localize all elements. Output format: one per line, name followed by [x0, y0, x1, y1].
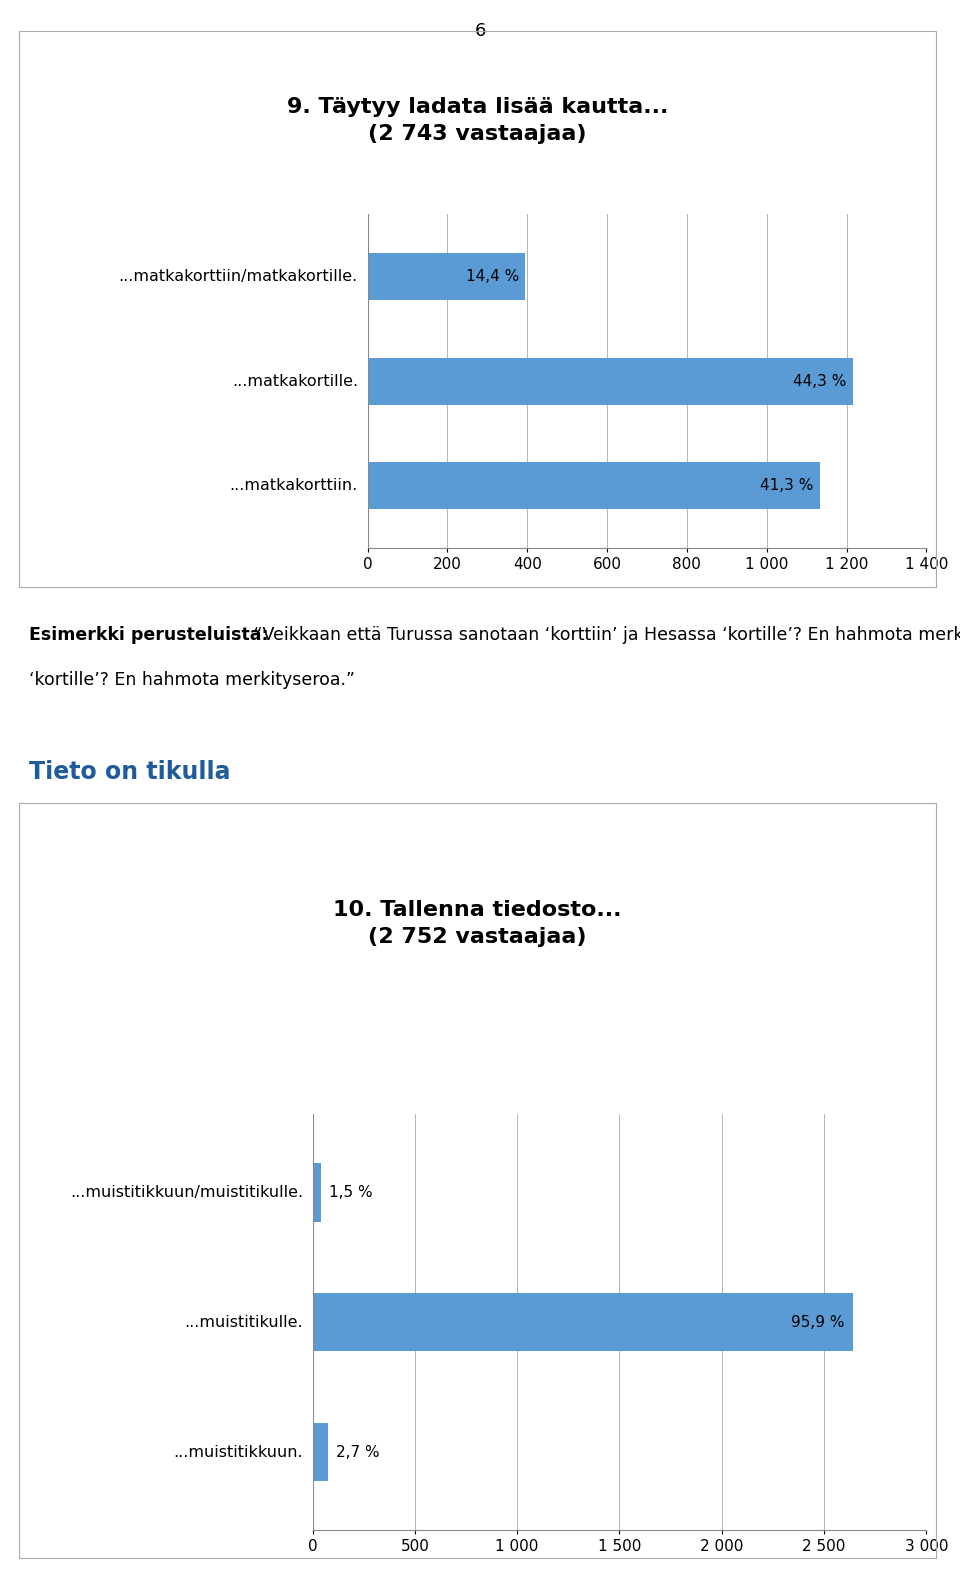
Bar [313, 1163, 321, 1221]
Bar [313, 1423, 327, 1481]
Text: ...muistitikulle.: ...muistitikulle. [184, 1314, 303, 1330]
Text: 41,3 %: 41,3 % [760, 478, 814, 493]
Text: ...muistitikkuun.: ...muistitikkuun. [174, 1445, 303, 1459]
Text: 1,5 %: 1,5 % [329, 1185, 372, 1199]
Text: 2,7 %: 2,7 % [336, 1445, 379, 1459]
Text: Tieto on tikulla: Tieto on tikulla [29, 760, 230, 784]
Bar [368, 461, 820, 508]
Text: 44,3 %: 44,3 % [793, 373, 847, 389]
Text: 6: 6 [474, 22, 486, 39]
Text: ...matkakorttiin/matkakortille.: ...matkakorttiin/matkakortille. [119, 269, 358, 285]
Text: 14,4 %: 14,4 % [466, 269, 519, 285]
Text: 10. Tallenna tiedosto...
(2 752 vastaajaa): 10. Tallenna tiedosto... (2 752 vastaaja… [333, 900, 622, 948]
Text: 95,9 %: 95,9 % [791, 1314, 845, 1330]
Bar [313, 1292, 852, 1352]
Bar [368, 357, 852, 405]
Text: Esimerkki perusteluista:: Esimerkki perusteluista: [29, 626, 269, 644]
Text: ...muistitikkuun/muistitikulle.: ...muistitikkuun/muistitikulle. [70, 1185, 303, 1199]
Text: 9. Täytyy ladata lisää kautta...
(2 743 vastaajaa): 9. Täytyy ladata lisää kautta... (2 743 … [287, 98, 668, 143]
Text: ...matkakorttiin.: ...matkakorttiin. [229, 478, 358, 493]
Bar [368, 253, 525, 301]
Text: ...matkakortille.: ...matkakortille. [232, 373, 358, 389]
Text: ‘kortille’? En hahmota merkityseroa.”: ‘kortille’? En hahmota merkityseroa.” [29, 671, 355, 688]
Text: “Veikkaan että Turussa sanotaan ‘korttiin’ ja Hesassa ‘kortille’? En hahmota mer: “Veikkaan että Turussa sanotaan ‘korttii… [248, 626, 960, 644]
